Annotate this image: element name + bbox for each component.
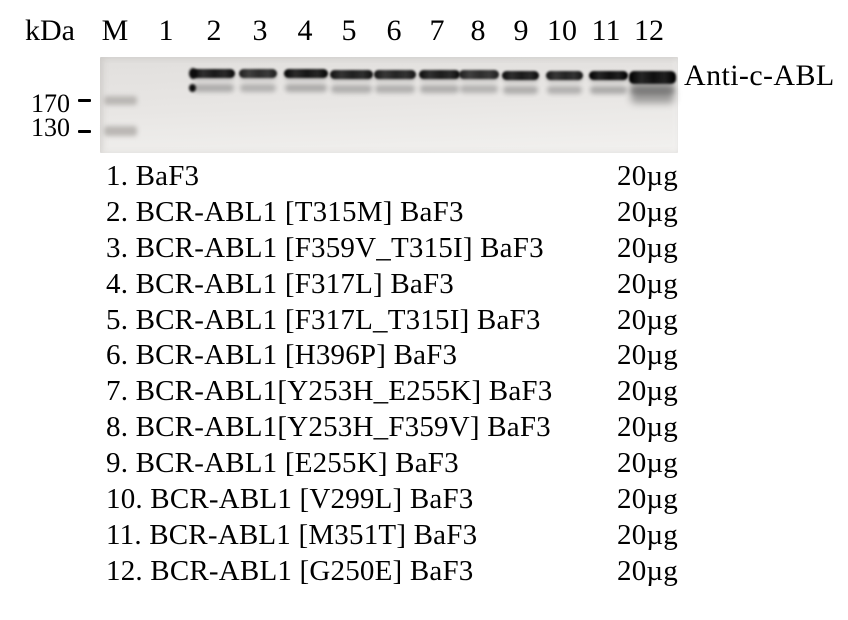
lower-band	[285, 84, 327, 92]
mw-tick-170	[78, 99, 91, 102]
mw-tick-130	[78, 130, 91, 133]
sample-row-9: 9. BCR-ABL1 [E255K] BaF3 20µg	[106, 446, 706, 482]
sample-amount: 20µg	[617, 231, 679, 264]
sample-row-8: 8. BCR-ABL1[Y253H_F359V] BaF3 20µg	[106, 410, 706, 446]
sample-row-11: 11. BCR-ABL1 [M351T] BaF3 20µg	[106, 518, 706, 554]
sample-row-3: 3. BCR-ABL1 [F359V_T315I] BaF3 20µg	[106, 231, 706, 267]
lane-label-3: 3	[252, 14, 268, 47]
lower-band	[375, 85, 415, 93]
sample-amount: 20µg	[617, 375, 679, 408]
sample-label: 7. BCR-ABL1[Y253H_E255K] BaF3	[106, 375, 553, 408]
band-edge-blob	[188, 84, 196, 92]
sample-label: 9. BCR-ABL1 [E255K] BaF3	[106, 447, 459, 480]
blot-band-lane-7	[418, 57, 460, 153]
lower-band	[589, 86, 627, 94]
sample-amount: 20µg	[617, 483, 679, 516]
lower-band	[419, 85, 459, 93]
upper-band	[545, 71, 583, 80]
lower-band	[629, 86, 675, 94]
sample-label: 10. BCR-ABL1 [V299L] BaF3	[106, 483, 474, 516]
lane-label-M: M	[101, 14, 129, 47]
lane-label-6: 6	[386, 14, 402, 47]
sample-row-10: 10. BCR-ABL1 [V299L] BaF3 20µg	[106, 482, 706, 518]
lower-band	[502, 85, 538, 94]
upper-band	[459, 70, 499, 79]
sample-row-12: 12. BCR-ABL1 [G250E] BaF3 20µg	[106, 554, 706, 590]
sample-row-7: 7. BCR-ABL1[Y253H_E255K] BaF3 20µg	[106, 374, 706, 410]
sample-amount: 20µg	[617, 554, 679, 587]
sample-label: 3. BCR-ABL1 [F359V_T315I] BaF3	[106, 231, 544, 264]
sample-amount: 20µg	[617, 267, 679, 300]
blot-band-lane-8	[459, 57, 499, 153]
band-edge-blob	[188, 68, 197, 79]
sample-amount: 20µg	[617, 518, 679, 551]
sample-label: 2. BCR-ABL1 [T315M] BaF3	[106, 195, 464, 228]
blot-band-lane-9	[501, 57, 539, 153]
upper-band	[418, 70, 460, 79]
blot-band-lane-10	[545, 57, 583, 153]
lower-band	[240, 84, 276, 92]
sample-label: 5. BCR-ABL1 [F317L_T315I] BaF3	[106, 303, 541, 336]
sample-amount: 20µg	[617, 160, 679, 192]
lane-label-8: 8	[470, 14, 486, 47]
sample-label: 8. BCR-ABL1[Y253H_F359V] BaF3	[106, 411, 551, 444]
sample-amount: 20µg	[617, 195, 679, 228]
lower-band	[460, 85, 498, 93]
lane-label-12: 12	[634, 14, 664, 47]
blot-band-lane-2	[188, 57, 235, 153]
band-smear	[630, 85, 674, 103]
blot-band-lane-12	[628, 57, 676, 153]
upper-band	[191, 69, 235, 78]
sample-label: 1. BaF3	[106, 160, 200, 192]
blot-band-lane-4	[284, 57, 328, 153]
upper-band	[501, 70, 539, 80]
marker-lane-band-130	[104, 126, 137, 136]
sample-amount: 20µg	[617, 447, 679, 480]
lane-label-5: 5	[341, 14, 357, 47]
sample-label: 6. BCR-ABL1 [H396P] BaF3	[106, 339, 458, 372]
sample-row-1: 1. BaF3 20µg	[106, 159, 706, 195]
sample-amount: 20µg	[617, 339, 679, 372]
sample-legend: 1. BaF3 20µg 2. BCR-ABL1 [T315M] BaF3 20µg 3…	[106, 159, 706, 590]
blot-band-lane-6	[374, 57, 416, 153]
blot-band-lane-5	[329, 57, 373, 153]
sample-row-5: 5. BCR-ABL1 [F317L_T315I] BaF3 20µg	[106, 303, 706, 339]
upper-band	[284, 69, 328, 78]
mw-value-130: 130	[31, 113, 70, 142]
sample-label: 4. BCR-ABL1 [F317L] BaF3	[106, 267, 454, 300]
blot-membrane-image	[100, 57, 678, 153]
sample-label: 11. BCR-ABL1 [M351T] BaF3	[106, 518, 478, 551]
upper-band	[329, 69, 373, 79]
sample-row-2: 2. BCR-ABL1 [T315M] BaF3 20µg	[106, 195, 706, 231]
lower-band	[192, 84, 234, 92]
mw-value-170: 170	[31, 89, 70, 118]
lower-band	[546, 86, 582, 94]
lane-label-7: 7	[429, 14, 445, 47]
sample-amount: 20µg	[617, 303, 679, 336]
lane-label-11: 11	[591, 14, 621, 47]
lower-band	[330, 84, 372, 93]
sample-amount: 20µg	[617, 411, 679, 444]
kda-unit-label: kDa	[25, 14, 75, 47]
lane-label-9: 9	[513, 14, 529, 47]
sample-row-6: 6. BCR-ABL1 [H396P] BaF3 20µg	[106, 338, 706, 374]
lane-label-2: 2	[206, 14, 222, 47]
sample-label: 12. BCR-ABL1 [G250E] BaF3	[106, 554, 474, 587]
sample-row-4: 4. BCR-ABL1 [F317L] BaF3 20µg	[106, 267, 706, 303]
blot-band-lane-3	[239, 57, 277, 153]
upper-band	[374, 70, 416, 79]
antibody-label: Anti-c-ABL	[684, 59, 835, 92]
lane-label-4: 4	[297, 14, 313, 47]
lane-label-10: 10	[547, 14, 577, 47]
upper-band	[588, 71, 628, 80]
upper-band	[239, 69, 277, 78]
marker-lane-band-170	[104, 96, 137, 105]
blot-band-lane-11	[588, 57, 628, 153]
lane-label-1: 1	[158, 14, 174, 47]
upper-band	[628, 71, 676, 84]
